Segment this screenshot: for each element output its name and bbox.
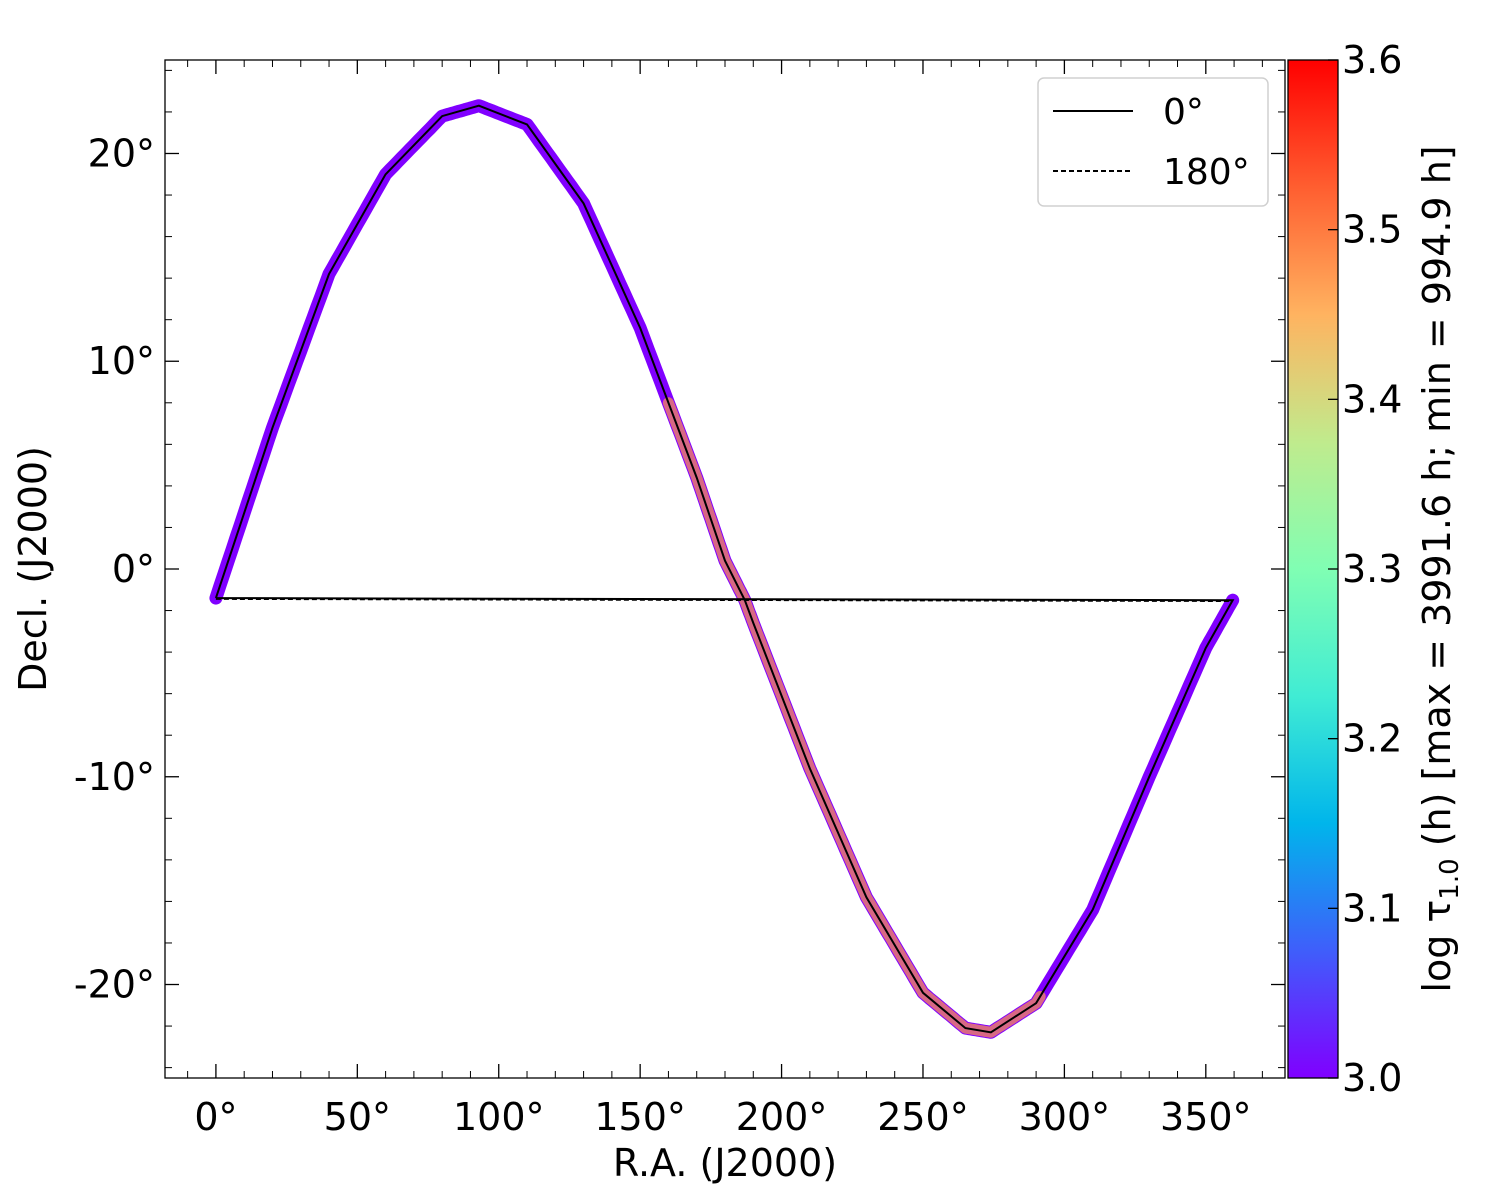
x-axis-label: R.A. (J2000) (613, 1141, 837, 1185)
colorbar-tick-label: 3.3 (1342, 547, 1402, 591)
x-tick-label: 150° (594, 1095, 686, 1139)
x-tick-label: 100° (453, 1095, 545, 1139)
axes-layer: 0° 50° 100° 150° 200° 250° 300° 350° -20° -10° 0° 1… (74, 60, 1285, 1139)
marker-band-mid (662, 397, 1046, 1038)
legend: 0° 180° (1037, 77, 1269, 207)
colorbar-tick-label: 3.1 (1342, 886, 1402, 930)
y-axis-label: Decl. (J2000) (11, 446, 55, 692)
colorbar-label-prefix: log τ (1415, 900, 1459, 993)
colorbar-tick-label: 3.2 (1342, 717, 1402, 761)
x-tick-label: 200° (736, 1095, 828, 1139)
plot-layer (209, 99, 1240, 1039)
x-tick-label: 0° (194, 1095, 237, 1139)
colorbar-label: log τ1.0 (h) [max = 3991.6 h; min = 994.… (1415, 145, 1465, 992)
y-tick-label: 0° (112, 547, 155, 591)
x-tick-label: 250° (877, 1095, 969, 1139)
y-tick-label: -10° (74, 755, 155, 799)
x-tick-label: 50° (324, 1095, 391, 1139)
legend-label-180deg: 180° (1163, 152, 1250, 193)
series-line-0deg (214, 104, 1235, 1034)
colorbar-label-subscript: 1.0 (1435, 858, 1465, 899)
x-tick-label: 350° (1160, 1095, 1252, 1139)
colorbar: 3.0 3.1 3.2 3.3 3.4 3.5 3.6 log τ1.0 (h) [max … (1287, 38, 1465, 1100)
colorbar-label-suffix: (h) [max = 3991.6 h; min = 994.9 h] (1415, 145, 1459, 858)
colorbar-tick-label: 3.0 (1342, 1056, 1402, 1100)
y-tick-label: 20° (88, 131, 155, 175)
colorbar-tick-label: 3.5 (1342, 208, 1402, 252)
colorbar-ticks: 3.0 3.1 3.2 3.3 3.4 3.5 3.6 (1328, 38, 1402, 1100)
colorbar-tick-label: 3.6 (1342, 38, 1402, 82)
legend-label-0deg: 0° (1163, 92, 1204, 133)
colorbar-tick-label: 3.4 (1342, 377, 1402, 421)
y-tick-label: -20° (74, 963, 155, 1007)
series-line-180deg (215, 598, 1233, 602)
y-tick-label: 10° (88, 339, 155, 383)
x-tick-label: 300° (1019, 1095, 1111, 1139)
